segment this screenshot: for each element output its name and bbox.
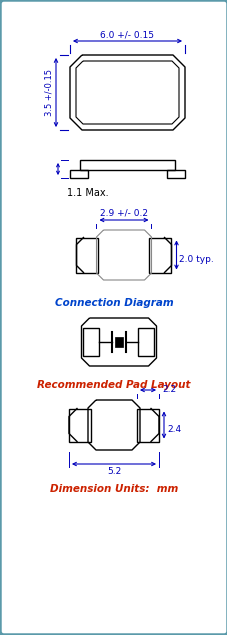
Bar: [80, 160, 174, 170]
Bar: [149, 237, 171, 272]
Bar: [114, 337, 122, 347]
Bar: [138, 328, 154, 356]
Bar: [136, 408, 158, 441]
Text: Recommended Pad Layout: Recommended Pad Layout: [37, 380, 190, 390]
Text: 1.1 Max.: 1.1 Max.: [67, 188, 108, 198]
Bar: [69, 408, 91, 441]
Text: 3.5 +/-0.15: 3.5 +/-0.15: [45, 69, 54, 116]
Text: Connection Diagram: Connection Diagram: [54, 298, 173, 308]
Text: Dimension Units:  mm: Dimension Units: mm: [50, 484, 177, 494]
Text: 2.9 +/- 0.2: 2.9 +/- 0.2: [100, 209, 147, 218]
Bar: [166, 170, 184, 178]
Text: 2.2: 2.2: [161, 385, 175, 394]
Text: 2.4: 2.4: [166, 425, 180, 434]
Bar: [83, 328, 99, 356]
Text: 6.0 +/- 0.15: 6.0 +/- 0.15: [100, 30, 154, 39]
Text: 5.2: 5.2: [106, 467, 121, 476]
Bar: [70, 170, 88, 178]
Text: 2.0 typ.: 2.0 typ.: [179, 255, 213, 264]
Bar: [76, 237, 98, 272]
